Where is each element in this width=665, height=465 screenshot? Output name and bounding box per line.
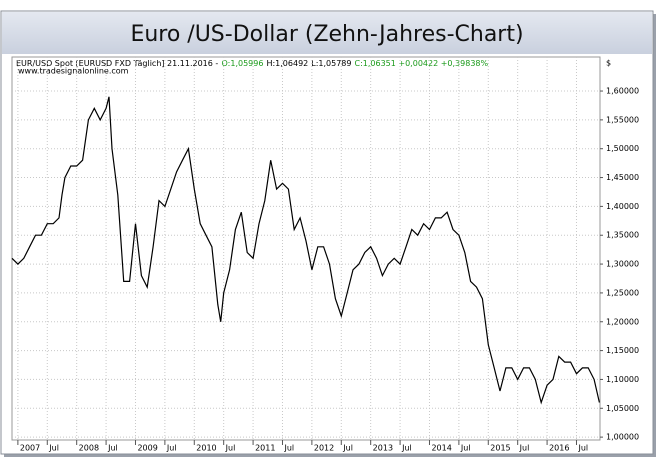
- x-tick-label: 2013: [373, 444, 393, 453]
- y-tick-label: 1,60000: [606, 87, 639, 96]
- y-tick-label: 1,20000: [606, 317, 639, 326]
- x-tick-label: 2012: [314, 444, 334, 453]
- info-part: C:1,06351 +0,00422 +0,39838%: [354, 59, 488, 68]
- info-part: O:1,05996: [222, 59, 264, 68]
- info-part: EUR/USD Spot [EURUSD FXD Täglich] 21.11.…: [16, 59, 219, 68]
- title-band: [2, 12, 652, 54]
- x-tick-label: Jul: [225, 444, 236, 453]
- x-tick-label: Jul: [342, 444, 353, 453]
- price-line: [11, 96, 600, 405]
- y-axis-label: $: [606, 59, 611, 68]
- x-tick-label: Jul: [401, 444, 412, 453]
- chart-title: Euro /US-Dollar (Zehn-Jahres-Chart): [130, 22, 523, 47]
- x-tick-label: 2016: [549, 444, 569, 453]
- x-tick-label: Jul: [519, 444, 530, 453]
- info-part: L:1,05789: [311, 59, 351, 68]
- x-tick-label: Jul: [577, 444, 588, 453]
- source: www.tradesignalonline.com: [18, 67, 129, 76]
- x-tick-label: 2008: [79, 444, 99, 453]
- x-tick-label: Jul: [107, 444, 118, 453]
- info-part: H:1,06492: [266, 59, 308, 68]
- x-tick-label: Jul: [48, 444, 59, 453]
- y-tick-label: 1,55000: [606, 115, 639, 124]
- x-tick-label: Jul: [166, 444, 177, 453]
- y-tick-label: 1,30000: [606, 260, 639, 269]
- x-tick-label: 2015: [490, 444, 510, 453]
- y-tick-label: 1,45000: [606, 173, 639, 182]
- y-tick-label: 1,15000: [606, 346, 639, 355]
- x-tick-label: 2014: [431, 444, 451, 453]
- info-line: EUR/USD Spot [EURUSD FXD Täglich] 21.11.…: [16, 59, 489, 68]
- x-tick-label: 2011: [255, 444, 275, 453]
- x-tick-label: Jul: [460, 444, 471, 453]
- x-tick-label: 2010: [196, 444, 216, 453]
- y-tick-label: 1,25000: [606, 288, 639, 297]
- y-tick-label: 1,05000: [606, 404, 639, 413]
- x-tick-label: Jul: [283, 444, 294, 453]
- y-tick-label: 1,10000: [606, 375, 639, 384]
- y-tick-label: 1,40000: [606, 202, 639, 211]
- x-tick-label: 2009: [137, 444, 157, 453]
- x-tick-label: 2007: [20, 444, 40, 453]
- y-tick-label: 1,50000: [606, 144, 639, 153]
- plot-area: [11, 56, 601, 441]
- y-tick-label: 1,35000: [606, 231, 639, 240]
- y-tick-label: 1,00000: [606, 433, 639, 442]
